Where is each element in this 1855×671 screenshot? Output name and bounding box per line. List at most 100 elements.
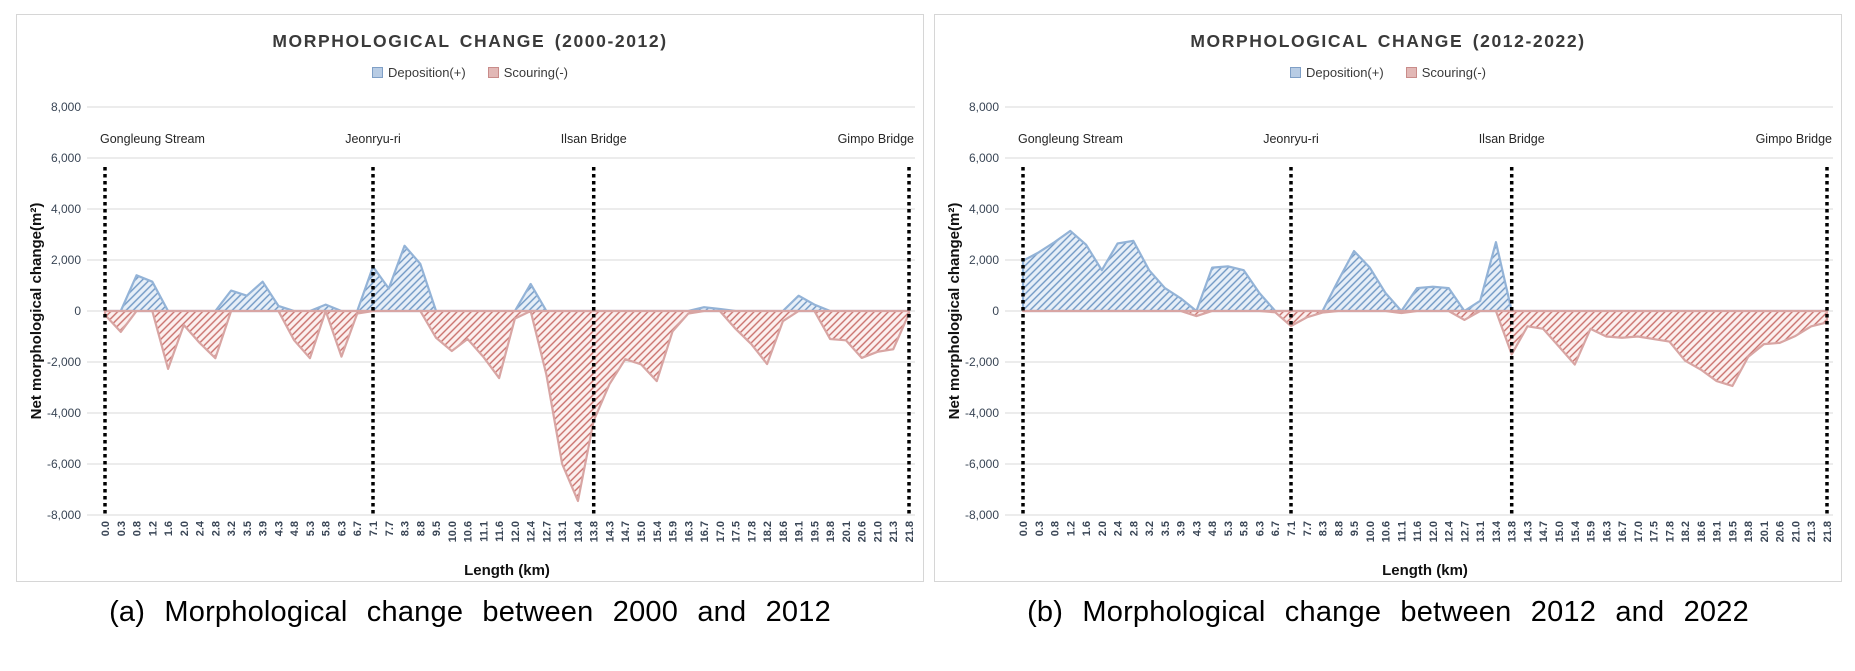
x-tick-label: 21.8: [1822, 521, 1834, 542]
x-axis-ticks: 0.0 0.3 0.8 1.2 1.6 2.0 2.4 2.8 3.2 3.5 3.9 4.3 4.8 5…: [1018, 520, 1834, 542]
y-axis-title: Net morphological change(m²): [28, 203, 45, 420]
x-tick-label: 14.3: [604, 521, 616, 542]
y-axis-title: Net morphological change(m²): [946, 203, 963, 420]
caption-b: (b) Morphological change between 2012 an…: [1027, 596, 1749, 628]
x-tick-label: 21.0: [1790, 521, 1802, 542]
deposition-swatch-icon: [1290, 67, 1301, 78]
x-tick-label: 0.8: [1050, 521, 1062, 536]
y-tick-label: -2,000: [47, 355, 81, 369]
x-tick-label: 2.4: [195, 520, 207, 536]
x-tick-label: 4.3: [1191, 521, 1203, 536]
scouring-swatch-icon: [1405, 67, 1417, 78]
x-tick-label: 7.7: [1302, 521, 1314, 536]
legend-b: Deposition(+) Scouring(-): [935, 65, 1841, 80]
landmark-label: Gongleung Stream: [1018, 132, 1123, 146]
x-tick-label: 15.0: [636, 521, 648, 542]
x-tick-label: 14.7: [1538, 521, 1550, 542]
x-tick-label: 0.0: [1018, 521, 1030, 536]
y-tick-label: 6,000: [51, 151, 81, 165]
landmark-label: Gimpo Bridge: [1756, 132, 1832, 146]
x-tick-label: 1.2: [147, 521, 159, 536]
y-tick-label: -6,000: [47, 457, 81, 471]
legend-label-scouring: Scouring(-): [1421, 65, 1486, 80]
y-tick-label: -4,000: [965, 406, 999, 420]
x-axis-ticks: 0.0 0.3 0.8 1.2 1.6 2.0 2.4 2.8 3.2 3.5 3.9 4.3 4.8 5…: [100, 520, 916, 542]
x-tick-label: 10.6: [463, 521, 475, 542]
x-tick-label: 12.7: [1459, 521, 1471, 542]
x-tick-label: 8.3: [1318, 521, 1330, 536]
x-tick-label: 4.8: [289, 521, 301, 536]
x-tick-label: 17.8: [746, 521, 758, 542]
landmark-label: Jeonryu-ri: [345, 132, 401, 146]
landmark-label: Gongleung Stream: [100, 132, 205, 146]
x-tick-label: 17.0: [1633, 521, 1645, 542]
x-tick-label: 3.2: [1144, 521, 1156, 536]
x-tick-label: 19.5: [1727, 521, 1739, 542]
x-tick-label: 8.8: [1333, 521, 1345, 536]
y-tick-label: 0: [992, 304, 999, 318]
x-tick-label: 17.0: [715, 521, 727, 542]
deposition-area: [103, 244, 911, 313]
x-tick-label: 13.1: [557, 521, 569, 542]
scouring-area: [103, 309, 911, 503]
x-tick-label: 0.3: [116, 521, 128, 536]
x-tick-label: 8.3: [400, 521, 412, 536]
x-tick-label: 4.8: [1207, 521, 1219, 536]
x-tick-label: 14.3: [1522, 521, 1534, 542]
x-tick-label: 19.8: [1743, 521, 1755, 542]
x-tick-label: 10.6: [1381, 521, 1393, 542]
x-tick-label: 15.9: [1586, 521, 1598, 542]
caption-a: (a) Morphological change between 2000 an…: [109, 596, 831, 628]
x-tick-label: 10.0: [447, 521, 459, 542]
x-tick-label: 13.4: [1491, 520, 1503, 542]
x-tick-label: 9.5: [431, 521, 443, 536]
x-tick-label: 3.9: [1176, 521, 1188, 536]
y-tick-label: -8,000: [47, 508, 81, 522]
x-tick-label: 2.0: [179, 521, 191, 536]
x-tick-label: 12.0: [510, 521, 522, 542]
x-tick-label: 19.8: [825, 521, 837, 542]
x-tick-label: 13.1: [1475, 521, 1487, 542]
y-tick-label: 4,000: [969, 202, 999, 216]
landmark-label: Ilsan Bridge: [1479, 132, 1545, 146]
x-tick-label: 6.7: [352, 521, 364, 536]
x-tick-label: 4.3: [273, 521, 285, 536]
legend-item-scouring: Scouring(-): [1405, 65, 1486, 80]
x-tick-label: 16.3: [683, 521, 695, 542]
legend-a: Deposition(+) Scouring(-): [17, 65, 923, 80]
landmark-label: Ilsan Bridge: [561, 132, 627, 146]
x-tick-label: 16.7: [1617, 521, 1629, 542]
legend-item-deposition: Deposition(+): [372, 65, 466, 80]
x-tick-label: 5.3: [305, 521, 317, 536]
x-tick-label: 13.4: [573, 520, 585, 542]
legend-label-deposition: Deposition(+): [388, 65, 466, 80]
x-tick-label: 16.7: [699, 521, 711, 542]
x-tick-label: 3.5: [242, 521, 254, 536]
x-tick-label: 3.9: [258, 521, 270, 536]
y-tick-label: 4,000: [51, 202, 81, 216]
y-tick-label: 0: [74, 304, 81, 318]
x-tick-label: 0.0: [100, 521, 112, 536]
x-tick-label: 0.8: [132, 521, 144, 536]
x-tick-label: 2.8: [1128, 521, 1140, 536]
x-tick-label: 17.5: [731, 521, 743, 542]
x-tick-label: 21.3: [1806, 521, 1818, 542]
x-tick-label: 18.2: [762, 521, 774, 542]
x-tick-label: 7.1: [368, 521, 380, 536]
legend-item-scouring: Scouring(-): [487, 65, 568, 80]
x-tick-label: 0.3: [1034, 521, 1046, 536]
x-tick-label: 16.3: [1601, 521, 1613, 542]
y-tick-label: 2,000: [969, 253, 999, 267]
landmark-label: Jeonryu-ri: [1263, 132, 1319, 146]
x-tick-label: 15.9: [668, 521, 680, 542]
x-axis-title: Length (km): [464, 562, 550, 579]
x-tick-label: 19.1: [794, 521, 806, 542]
x-tick-label: 20.6: [1775, 521, 1787, 542]
chart-panel-b: MORPHOLOGICAL CHANGE (2012-2022) Deposit…: [934, 14, 1842, 582]
x-tick-label: 14.7: [620, 521, 632, 542]
x-tick-label: 5.3: [1223, 521, 1235, 536]
x-tick-label: 21.8: [904, 521, 916, 542]
x-tick-label: 20.6: [857, 521, 869, 542]
legend-label-scouring: Scouring(-): [503, 65, 568, 80]
